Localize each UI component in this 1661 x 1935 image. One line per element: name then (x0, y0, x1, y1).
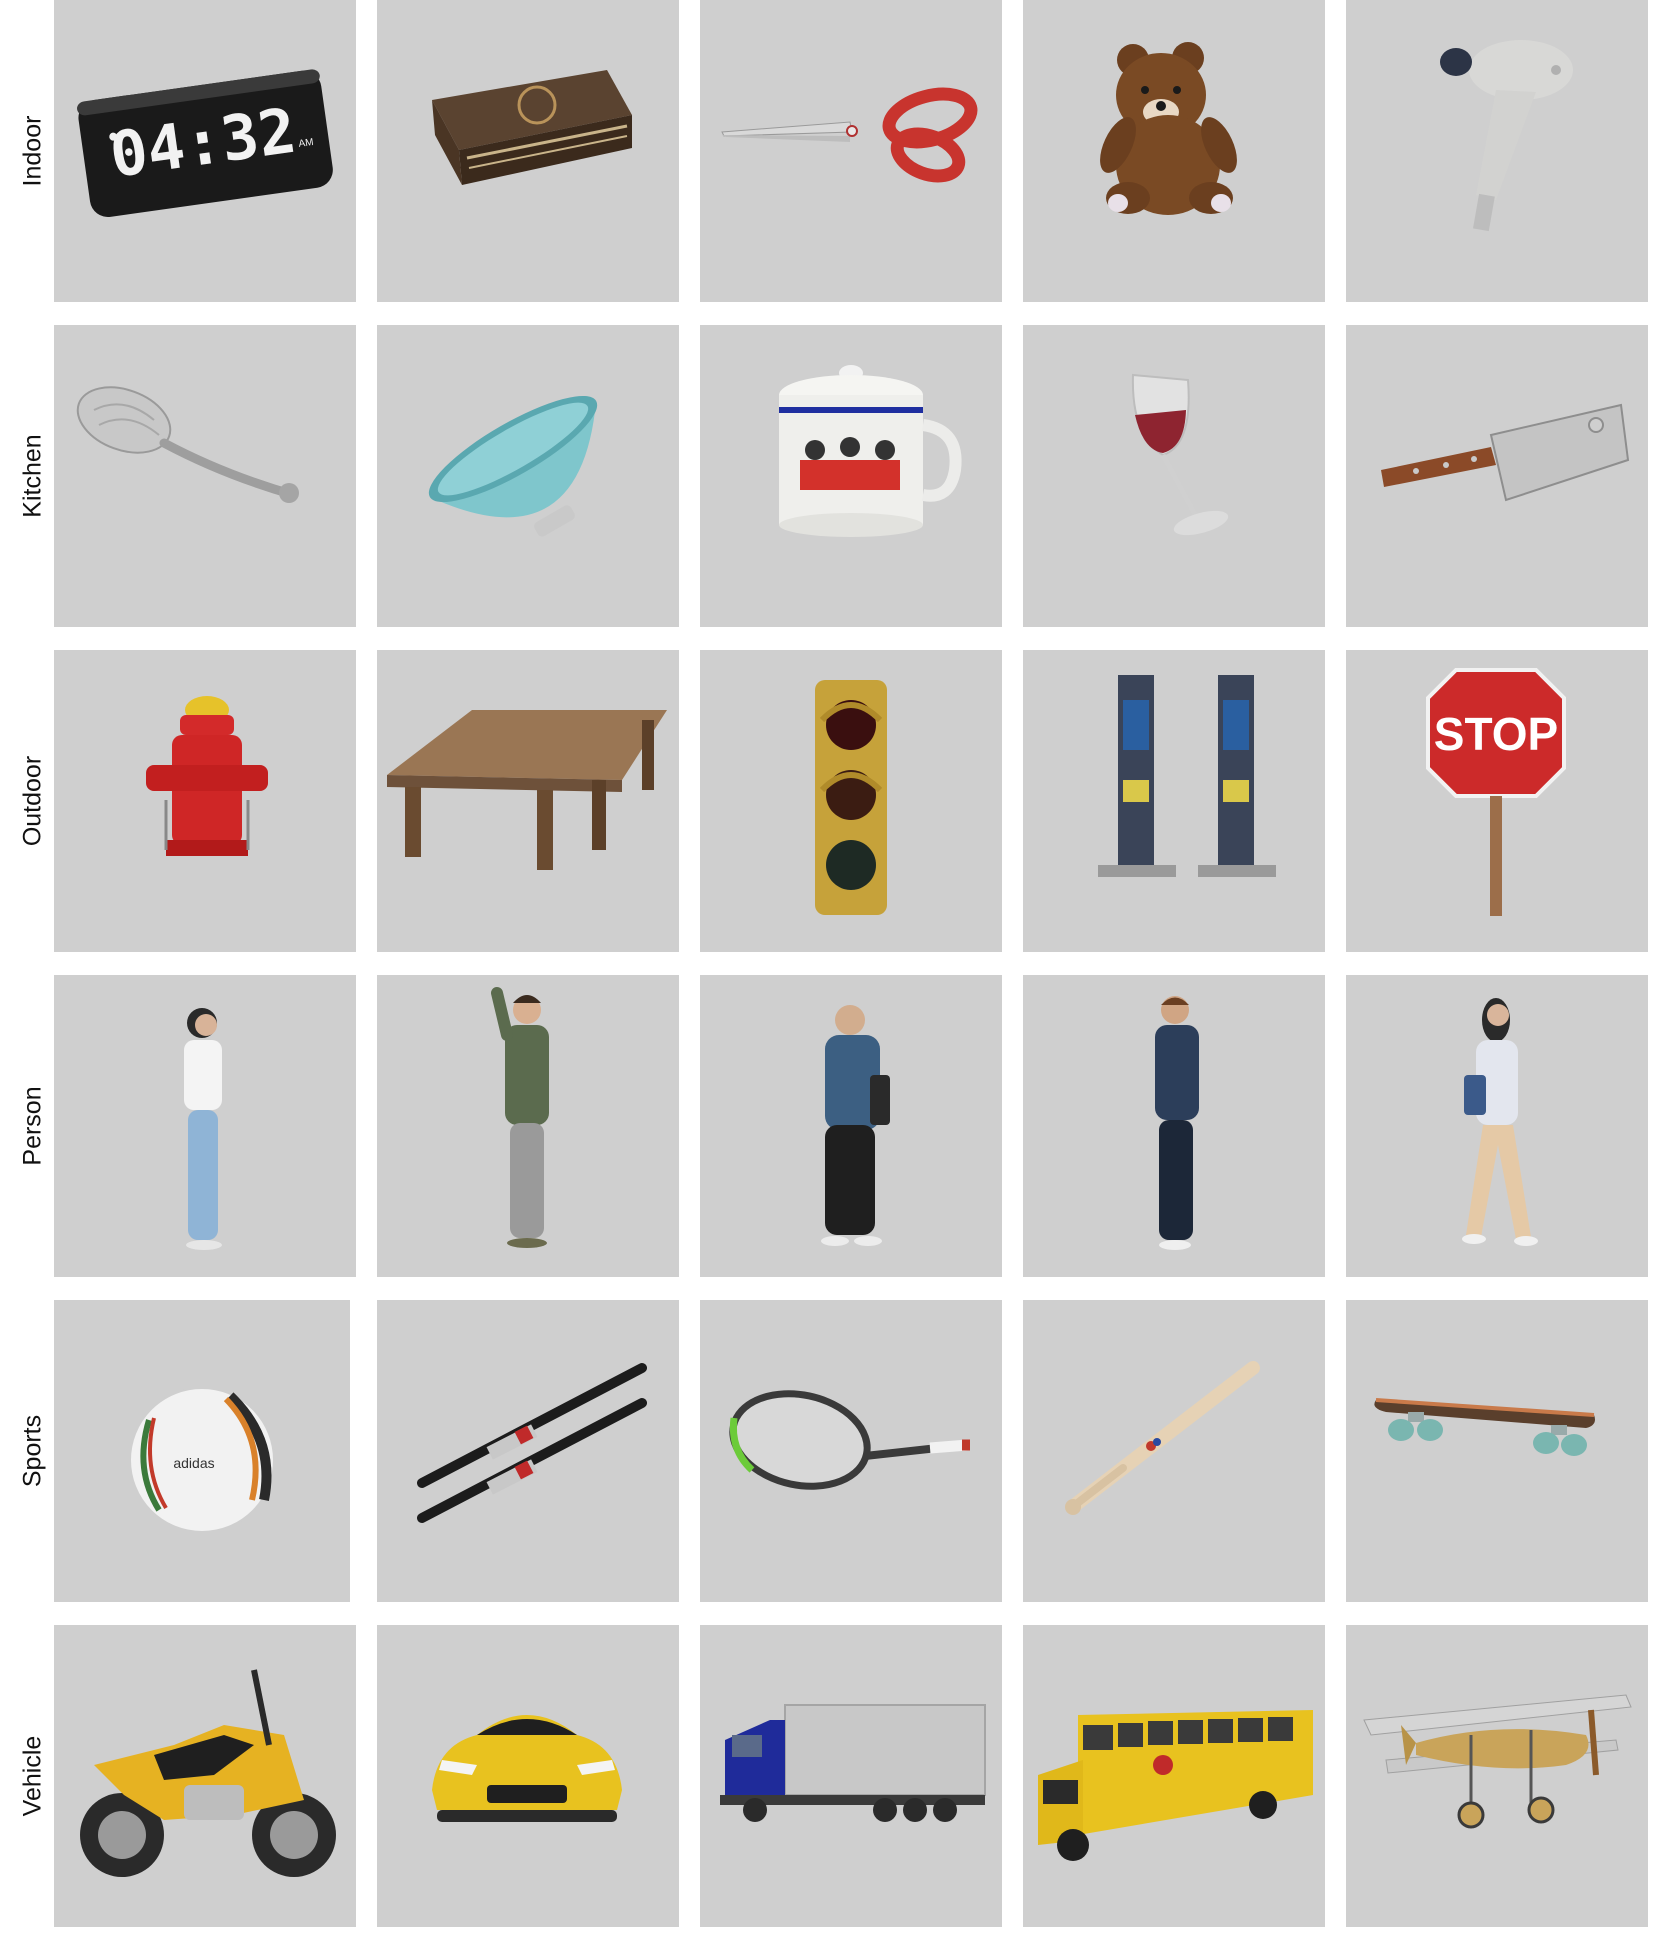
baseball-bat-tile (1023, 1300, 1325, 1602)
row-label-person: Person (18, 1086, 47, 1166)
bowl-icon (428, 396, 598, 537)
sports-ball-tile: adidas (54, 1300, 350, 1602)
row-label-indoor: Indoor (18, 115, 47, 187)
person-man-waving-tile (377, 975, 679, 1277)
teddy-bear-icon (1100, 42, 1237, 215)
bench-icon (387, 710, 667, 870)
wine-glass-tile (1023, 325, 1325, 627)
bus-icon (1038, 1710, 1313, 1861)
cup-tile (700, 325, 1002, 627)
wine-glass-icon (1131, 373, 1229, 536)
car-tile (377, 1625, 679, 1927)
truck-icon (720, 1704, 986, 1822)
airplane-icon (1363, 1694, 1632, 1829)
person-woman-standing-tile (54, 975, 356, 1277)
book-icon (432, 70, 632, 185)
hair-drier-icon (1440, 40, 1573, 232)
row-label-sports: Sports (18, 1414, 47, 1488)
skateboard-icon (1374, 1398, 1595, 1456)
airplane-tile (1346, 1625, 1648, 1927)
category-row-sports: Sports adidas (0, 1300, 1661, 1602)
row-label-outdoor: Outdoor (18, 755, 47, 847)
cup-icon (779, 365, 962, 537)
person-man-standing-tile (1023, 975, 1325, 1277)
alarm-clock-tile: 04:32 AM (54, 0, 356, 302)
person-man-hoodie-icon (821, 1005, 890, 1246)
skis-icon (417, 1363, 647, 1523)
teddy-bear-tile (1023, 0, 1325, 302)
spoon-icon (76, 386, 299, 503)
svg-text:STOP: STOP (1434, 708, 1558, 760)
category-row-vehicle: Vehicle (0, 1625, 1661, 1927)
parking-meter-tile (1023, 650, 1325, 952)
alarm-clock-icon: 04:32 AM (77, 69, 333, 217)
hair-drier-tile (1346, 0, 1648, 302)
car-icon (432, 1715, 622, 1822)
truck-tile (700, 1625, 1002, 1927)
stop-sign-icon: STOP (1426, 668, 1566, 916)
baseball-bat-icon (1065, 1361, 1260, 1515)
motorcycle-tile (54, 1625, 356, 1927)
person-man-waving-icon (491, 987, 549, 1248)
fire-hydrant-icon (146, 696, 268, 856)
sports-ball-icon: adidas (129, 1387, 275, 1533)
category-row-kitchen: Kitchen (0, 325, 1661, 627)
person-woman-walking-icon (1462, 998, 1538, 1246)
row-label-kitchen: Kitchen (18, 434, 47, 518)
stop-sign-tile: STOP (1346, 650, 1648, 952)
knife-tile (1346, 325, 1648, 627)
tennis-racket-icon (729, 1390, 970, 1490)
skis-tile (377, 1300, 679, 1602)
fire-hydrant-tile (54, 650, 356, 952)
scissors-icon (721, 87, 978, 183)
knife-icon (1381, 403, 1630, 502)
svg-text:AM: AM (298, 137, 314, 150)
scissors-tile (700, 0, 1002, 302)
parking-meter-icon (1098, 675, 1276, 877)
spoon-tile (54, 325, 356, 627)
tennis-racket-tile (700, 1300, 1002, 1602)
bowl-tile (377, 325, 679, 627)
row-label-vehicle: Vehicle (18, 1735, 47, 1817)
bus-tile (1023, 1625, 1325, 1927)
category-row-person: Person (0, 975, 1661, 1277)
motorcycle-icon (80, 1669, 336, 1877)
book-tile (377, 0, 679, 302)
traffic-light-tile (700, 650, 1002, 952)
person-man-standing-icon (1155, 996, 1199, 1250)
traffic-light-icon (815, 680, 887, 915)
person-woman-standing-icon (184, 1008, 222, 1250)
category-row-indoor: Indoor 04:32 AM (0, 0, 1661, 302)
svg-text:adidas: adidas (173, 1455, 214, 1471)
skateboard-tile (1346, 1300, 1648, 1602)
bench-tile (377, 650, 679, 952)
person-man-hoodie-tile (700, 975, 1002, 1277)
category-row-outdoor: Outdoor (0, 650, 1661, 952)
person-woman-walking-tile (1346, 975, 1648, 1277)
